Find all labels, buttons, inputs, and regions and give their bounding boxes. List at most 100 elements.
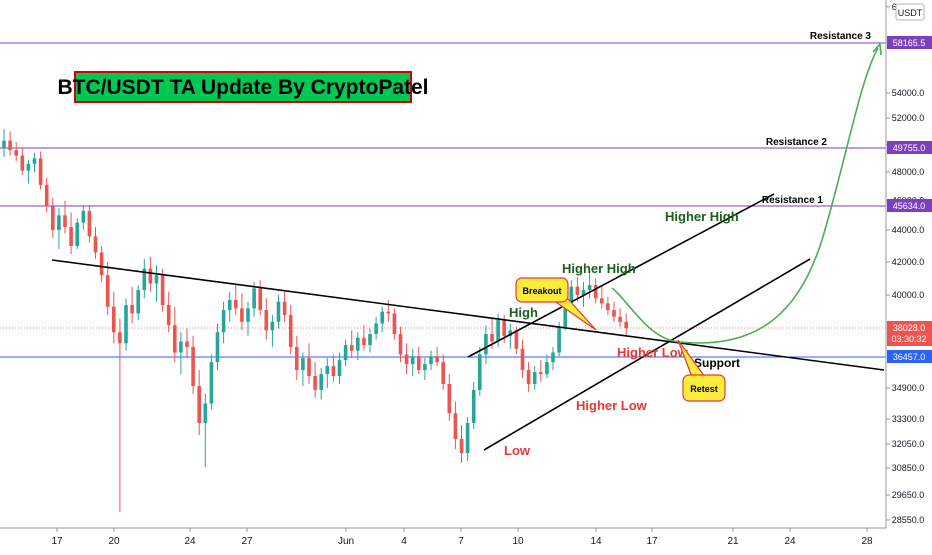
y-tick-label: 33300.0 <box>892 414 925 424</box>
candle-body <box>215 332 220 363</box>
candle-body <box>404 354 409 365</box>
candle-body <box>435 356 439 363</box>
candle-body <box>478 354 482 390</box>
candle-body <box>38 158 43 185</box>
candle-body <box>234 300 238 309</box>
candle-body <box>75 222 79 246</box>
candle-body <box>240 308 244 322</box>
x-tick-label: Jun <box>338 536 354 547</box>
y-tick-label: 30850.0 <box>892 463 925 473</box>
candle-body <box>142 268 147 291</box>
candle-body <box>593 285 598 299</box>
x-tick-label: 17 <box>646 536 658 547</box>
title-box: BTC/USDT TA Update By CryptoPatel <box>57 71 429 103</box>
candle-body <box>551 352 555 363</box>
current-price-tag: 38028.0 <box>893 323 926 333</box>
candle-body <box>398 334 403 355</box>
candle-body <box>618 316 622 322</box>
candle-body <box>587 285 592 291</box>
y-tick-label: 44000.0 <box>892 225 925 235</box>
candle-body <box>246 308 250 322</box>
resistance-3-price-tag: 58165.5 <box>893 38 926 48</box>
candle-body <box>264 310 269 331</box>
candle-body <box>93 236 98 253</box>
currency-badge[interactable] <box>895 3 925 21</box>
candle-body <box>337 360 342 377</box>
candle-body <box>526 370 531 385</box>
price-tags: 58165.5 49755.0 45634.0 38028.003:30:32 3645… <box>887 36 932 363</box>
candle-body <box>508 330 513 336</box>
x-tick-label: 28 <box>861 536 873 547</box>
x-tick-label: 20 <box>108 536 120 547</box>
candle-body <box>307 358 311 377</box>
candle-body <box>209 362 214 404</box>
candle-body <box>276 301 281 322</box>
candle-body <box>502 320 506 336</box>
candle-body <box>282 301 287 316</box>
candle-body <box>258 288 262 311</box>
candle-body <box>173 325 177 353</box>
candle-body <box>14 150 18 156</box>
higher-low-label-bottom: Higher Low <box>576 398 648 413</box>
title-background <box>74 71 412 103</box>
high-label: High <box>509 305 538 320</box>
candle-body <box>386 311 391 314</box>
candle-body <box>105 275 110 307</box>
resistance-3-price-tag-bg <box>887 36 932 49</box>
projection-arrowhead <box>872 42 882 56</box>
time-axis-ticks: 17 20 24 27 Jun 4 7 10 14 17 21 24 28 <box>51 528 873 547</box>
candle-body <box>514 330 519 349</box>
candle-body <box>112 306 116 333</box>
chart-title: BTC/USDT TA Update By CryptoPatel <box>57 76 428 99</box>
candle-body <box>20 155 25 171</box>
projection-curve <box>611 42 882 344</box>
support-label: Support <box>694 356 740 370</box>
candle-body <box>313 376 317 390</box>
candle-body <box>331 366 336 377</box>
candle-body <box>484 334 488 355</box>
candle-body <box>160 275 165 306</box>
candle-body <box>203 403 208 423</box>
candle-body <box>465 423 470 453</box>
candle-body <box>343 345 348 361</box>
resistance-1-price-tag-bg <box>887 199 932 212</box>
candle-body <box>118 332 122 344</box>
candle-body <box>44 184 49 207</box>
candle-body <box>136 290 140 314</box>
candle-body <box>356 337 360 351</box>
candle-body <box>87 210 92 237</box>
candle-body <box>441 362 445 385</box>
candle-body <box>600 298 604 304</box>
candle-body <box>374 323 378 335</box>
candle-body <box>32 158 37 164</box>
candle-body <box>319 374 323 390</box>
candle-body <box>69 227 73 246</box>
price-axis-background <box>886 0 932 528</box>
x-tick-label: 7 <box>458 536 464 547</box>
x-tick-label: 24 <box>184 536 196 547</box>
candle-body <box>606 303 610 311</box>
candle-body <box>154 275 159 284</box>
candle-body <box>612 310 616 317</box>
breakout-callout-box <box>515 277 569 303</box>
candle-body <box>26 163 31 171</box>
x-tick-label: 10 <box>512 536 524 547</box>
candle-body <box>288 315 293 347</box>
candle-body <box>368 334 372 346</box>
candle-body <box>581 290 586 295</box>
higher-high-label-mid: Higher High <box>562 261 636 276</box>
resistance-1-price-tag: 45634.0 <box>893 201 926 211</box>
x-tick-label: 21 <box>727 536 739 547</box>
candle-body <box>197 386 201 423</box>
candle-body <box>166 305 171 326</box>
trendlines <box>51 193 885 451</box>
candle-body <box>417 356 421 371</box>
candle-body <box>227 300 232 311</box>
candle-body <box>185 341 189 347</box>
support-price-tag: 36457.0 <box>893 352 926 362</box>
resistance-3-label: Resistance 3 <box>810 31 872 42</box>
y-tick-label: 40000.0 <box>892 290 925 300</box>
candle-body <box>8 140 12 151</box>
